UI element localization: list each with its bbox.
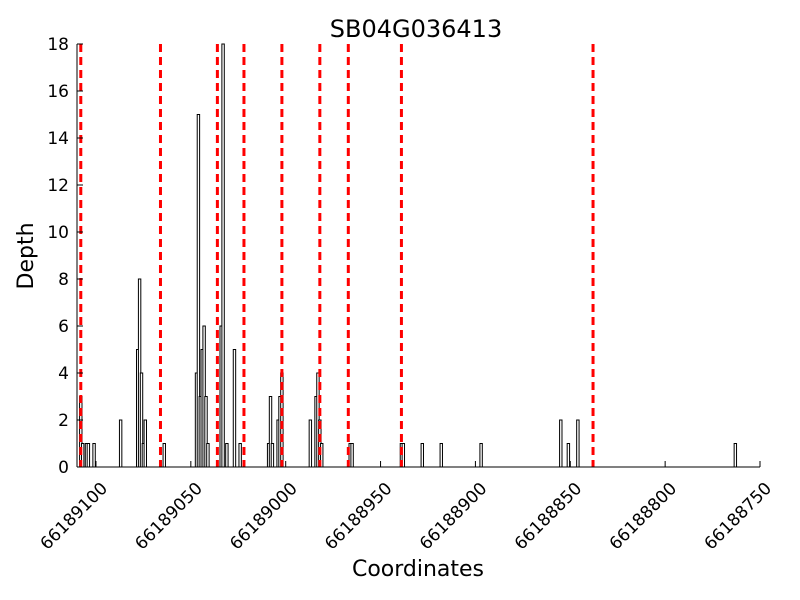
bar-30	[308, 419, 313, 468]
y-tick-label-2: 4	[58, 364, 69, 384]
bar-36	[350, 443, 354, 468]
bar-20	[221, 43, 225, 468]
vlines-layer	[79, 44, 595, 467]
bar-3	[86, 443, 91, 468]
bar-5	[118, 419, 123, 468]
y-tick-label-8: 16	[47, 82, 69, 102]
bar-11	[162, 443, 166, 468]
bar-40	[439, 443, 443, 468]
bar-21	[225, 443, 229, 468]
bar-18	[206, 443, 210, 468]
y-tick-label-3: 6	[58, 317, 69, 337]
chart-title: SB04G036413	[330, 15, 502, 43]
bar-42	[559, 419, 563, 468]
x-axis-label: Coordinates	[352, 557, 484, 582]
bar-44	[576, 419, 580, 468]
x-tick-label-3: 66188950	[321, 479, 396, 554]
y-axis-label: Depth	[14, 222, 39, 289]
bar-4	[92, 443, 96, 468]
y-tick-label-1: 2	[58, 411, 69, 431]
bar-43	[566, 443, 571, 468]
y-tick-label-9: 18	[47, 35, 69, 55]
bar-22	[232, 349, 237, 468]
bars-layer	[79, 43, 738, 468]
y-tick-label-5: 10	[47, 223, 69, 243]
y-tick-label-6: 12	[47, 176, 69, 196]
bar-26	[270, 443, 275, 468]
x-tick-label-0: 66189100	[37, 479, 112, 554]
y-ticks: 0 2 4 6 8 10 12 14 16 18	[47, 35, 83, 478]
y-tick-label-7: 14	[47, 129, 69, 149]
bar-39	[420, 443, 424, 468]
bar-23	[238, 443, 242, 468]
x-tick-label-6: 66188800	[606, 479, 681, 554]
x-tick-label-2: 66189000	[226, 479, 301, 554]
x-tick-label-5: 66188850	[511, 479, 586, 554]
x-tick-label-4: 66188900	[416, 479, 491, 554]
bar-10	[143, 419, 148, 468]
bar-41	[479, 443, 483, 468]
y-tick-label-0: 0	[58, 458, 69, 478]
y-tick-label-4: 8	[58, 270, 69, 290]
x-ticks: 66189100 66189050 66189000 66188950 66188900…	[37, 461, 776, 554]
x-tick-label-1: 66189050	[131, 479, 206, 554]
bar-45	[733, 443, 738, 468]
x-tick-label-7: 66188750	[701, 479, 776, 554]
